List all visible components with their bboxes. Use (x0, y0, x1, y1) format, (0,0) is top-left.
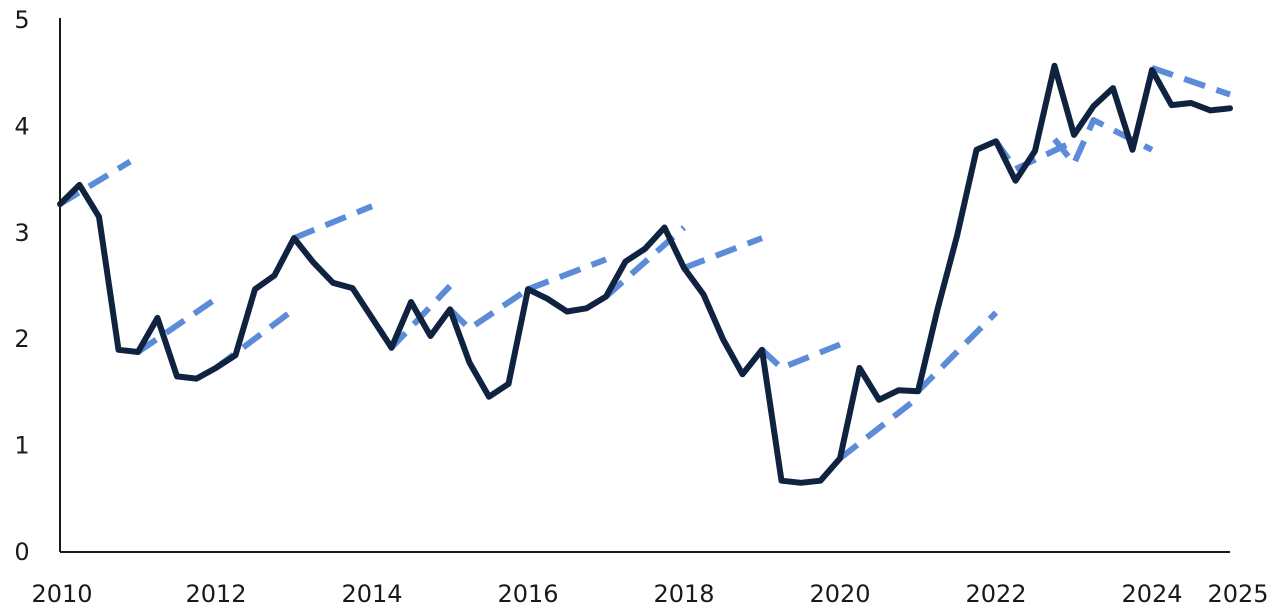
forecast-segment-line (1151, 65, 1231, 98)
x-tick-label: 2018 (653, 580, 714, 608)
x-tick-label: 2014 (341, 580, 402, 608)
y-tick-label: 1 (14, 432, 29, 460)
forecast-segment-line (759, 341, 842, 371)
forecast-segment-line (447, 286, 530, 332)
forecast-segment-line (915, 310, 999, 394)
y-tick-label: 0 (14, 538, 29, 566)
actual-series (57, 62, 1233, 486)
x-axis-ticks: 2010 2012 2014 2016 2018 2020 2022 2024 2025 (31, 580, 1268, 608)
x-tick-label: 2010 (31, 580, 92, 608)
actual-series-line (57, 62, 1233, 486)
x-tick-label: 2024 (1121, 580, 1182, 608)
y-axis-ticks: 0 1 2 3 4 5 (14, 6, 29, 566)
y-tick-label: 2 (14, 325, 29, 353)
forecast-segment-line (526, 256, 608, 293)
forecast-segment-line (838, 395, 920, 461)
y-tick-label: 3 (14, 219, 29, 247)
x-tick-label: 2025 (1207, 580, 1268, 608)
x-tick-label: 2012 (185, 580, 246, 608)
forecast-segment-line (292, 203, 374, 241)
y-tick-label: 4 (14, 112, 29, 140)
x-tick-label: 2022 (965, 580, 1026, 608)
y-tick-label: 5 (14, 6, 29, 34)
forecast-series (58, 65, 1231, 461)
x-tick-label: 2016 (497, 580, 558, 608)
forecast-segment-line (682, 235, 764, 271)
forecast-segment-line (58, 158, 132, 207)
forecast-segment-line (136, 296, 218, 355)
forecast-segment-line (1052, 117, 1154, 167)
x-tick-label: 2020 (809, 580, 870, 608)
